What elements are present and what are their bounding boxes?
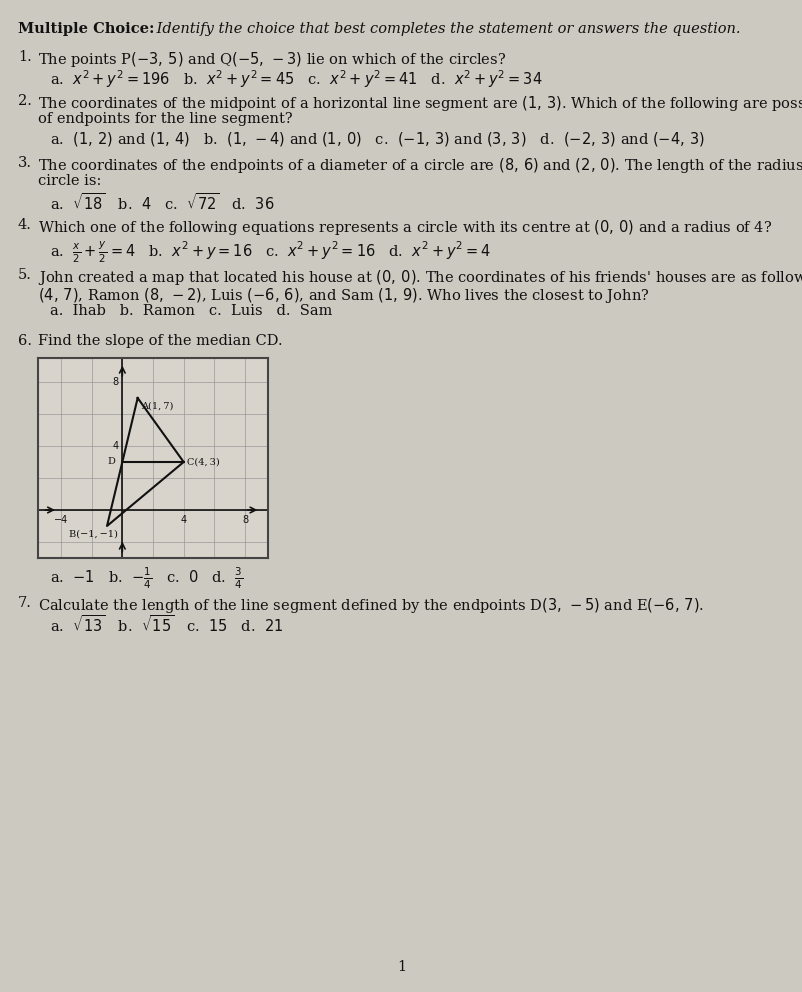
Text: The points P$(-3,\,5)$ and Q$(-5,\,-3)$ lie on which of the circles?: The points P$(-3,\,5)$ and Q$(-5,\,-3)$ … (38, 50, 505, 69)
Text: Multiple Choice:: Multiple Choice: (18, 22, 154, 36)
Text: Which one of the following equations represents a circle with its centre at $\le: Which one of the following equations rep… (38, 218, 772, 237)
Text: Calculate the length of the line segment defined by the endpoints D$\left(3,\,-5: Calculate the length of the line segment… (38, 596, 703, 615)
Text: Find the slope of the median CD.: Find the slope of the median CD. (38, 334, 282, 348)
Text: 6.: 6. (18, 334, 32, 348)
Text: A(1, 7): A(1, 7) (140, 401, 173, 411)
Text: 4: 4 (112, 441, 119, 451)
Text: 7.: 7. (18, 596, 32, 610)
Text: 4: 4 (180, 515, 187, 525)
Text: B(−1, −1): B(−1, −1) (69, 529, 117, 539)
Text: D: D (107, 457, 115, 466)
Text: 1.: 1. (18, 50, 32, 64)
Text: 3.: 3. (18, 156, 32, 170)
Text: Identify the choice that best completes the statement or answers the question.: Identify the choice that best completes … (152, 22, 739, 36)
Text: 8: 8 (241, 515, 248, 525)
Text: 2.: 2. (18, 94, 32, 108)
Text: The coordinates of the endpoints of a diameter of a circle are $\left(8,\,6\righ: The coordinates of the endpoints of a di… (38, 156, 802, 175)
Text: a.  Ihab   b.  Ramon   c.  Luis   d.  Sam: a. Ihab b. Ramon c. Luis d. Sam (50, 304, 332, 318)
Text: a.  $\sqrt{18}$   b.  $4$   c.  $\sqrt{72}$   d.  $36$: a. $\sqrt{18}$ b. $4$ c. $\sqrt{72}$ d. … (50, 192, 274, 213)
Text: −4: −4 (54, 515, 68, 525)
Text: $\left(4,\,7\right)$, Ramon $\left(8,\,-2\right)$, Luis $\left(-6,\,6\right)$, a: $\left(4,\,7\right)$, Ramon $\left(8,\,-… (38, 286, 649, 305)
Text: a.  $-1$   b.  $-\frac{1}{4}$   c.  $0$   d.  $\frac{3}{4}$: a. $-1$ b. $-\frac{1}{4}$ c. $0$ d. $\fr… (50, 566, 243, 591)
Text: a.  $\left(1,\,2\right)$ and $\left(1,\,4\right)$   b.  $\left(1,\,-4\right)$ an: a. $\left(1,\,2\right)$ and $\left(1,\,4… (50, 130, 704, 148)
Text: 4.: 4. (18, 218, 32, 232)
Text: 1: 1 (396, 960, 406, 974)
Text: 5.: 5. (18, 268, 32, 282)
Text: 8: 8 (112, 377, 119, 387)
Text: a.  $\frac{x}{2}+\frac{y}{2}=4$   b.  $x^2+y=16$   c.  $x^2+y^2=16$   d.  $x^2+y: a. $\frac{x}{2}+\frac{y}{2}=4$ b. $x^2+y… (50, 240, 490, 265)
Text: John created a map that located his house at $\left(0,\,0\right)$. The coordinat: John created a map that located his hous… (38, 268, 802, 287)
Text: a.  $\sqrt{13}$   b.  $\sqrt{15}$   c.  $15$   d.  $21$: a. $\sqrt{13}$ b. $\sqrt{15}$ c. $15$ d.… (50, 614, 283, 635)
Text: The coordinates of the midpoint of a horizontal line segment are $\left(1,\,3\ri: The coordinates of the midpoint of a hor… (38, 94, 802, 113)
Text: C(4, 3): C(4, 3) (187, 457, 219, 466)
Text: circle is:: circle is: (38, 174, 101, 188)
Text: a.  $x^2+y^2=196$   b.  $x^2+y^2=45$   c.  $x^2+y^2=41$   d.  $x^2+y^2=34$: a. $x^2+y^2=196$ b. $x^2+y^2=45$ c. $x^2… (50, 68, 542, 89)
Text: of endpoints for the line segment?: of endpoints for the line segment? (38, 112, 292, 126)
